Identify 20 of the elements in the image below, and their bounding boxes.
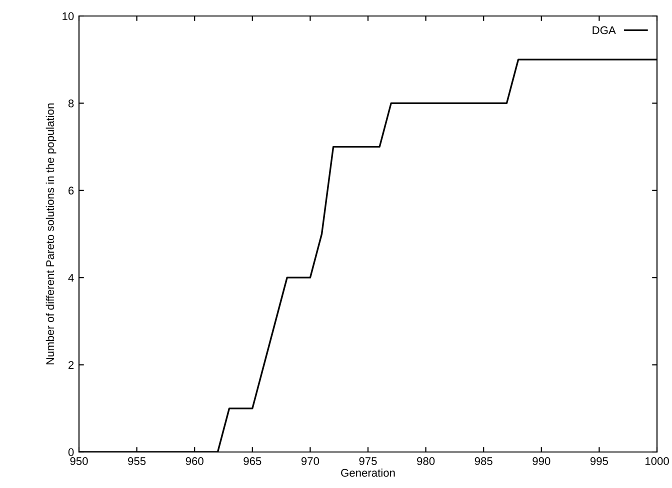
x-tick-label: 1000 [645, 457, 669, 466]
y-tick-label: 4 [68, 274, 74, 282]
x-tick-label: 990 [532, 457, 550, 466]
x-tick-label: 980 [417, 457, 435, 466]
x-axis-title: Generation [341, 468, 395, 477]
x-tick-label: 985 [474, 457, 492, 466]
x-tick-label: 975 [359, 457, 377, 466]
y-tick-label: 6 [68, 186, 74, 195]
x-tick-label: 960 [186, 457, 204, 466]
x-tick-label: 950 [70, 457, 88, 466]
x-tick-label: 965 [244, 457, 262, 466]
legend-label: DGA [592, 26, 616, 34]
x-tick-label: 955 [128, 457, 146, 466]
y-tick-label: 2 [68, 361, 74, 369]
y-tick-label: 8 [68, 99, 74, 108]
y-tick-label: 10 [62, 12, 74, 20]
x-tick-label: 995 [590, 457, 608, 466]
y-axis-title: Number of different Pareto solutions in the population [46, 104, 56, 364]
y-tick-label: 0 [68, 448, 74, 456]
x-tick-label: 970 [301, 457, 320, 466]
